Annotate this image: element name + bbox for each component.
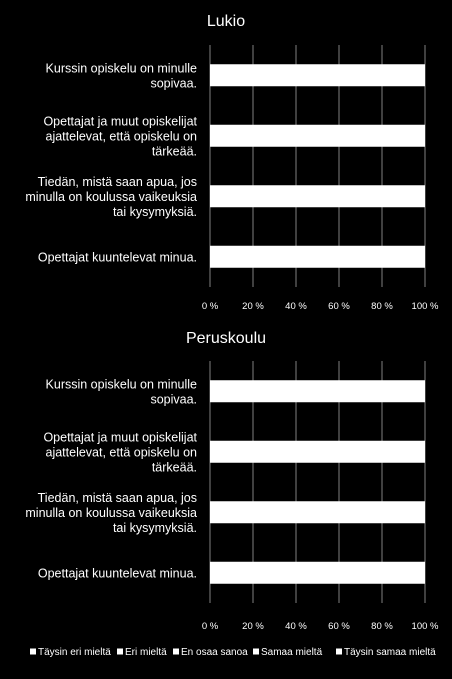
x-tick-label: 0 % <box>202 621 219 632</box>
x-tick-label: 80 % <box>371 301 393 312</box>
bar-segment <box>210 380 425 403</box>
category-label: minulla on koulussa vaikeuksia <box>25 506 197 520</box>
x-tick-label: 0 % <box>202 301 219 312</box>
legend-entry: Täysin eri mieltä <box>38 647 111 658</box>
x-tick-label: 40 % <box>285 621 307 632</box>
bar-segment <box>210 561 425 584</box>
bar-segment <box>210 185 425 208</box>
category-label: tärkeää. <box>152 144 197 158</box>
x-tick-label: 60 % <box>328 621 350 632</box>
category-label: Opettajat ja muut opiskelijat <box>43 430 197 444</box>
category-label: Tiedän, mistä saan apua, jos <box>38 491 197 505</box>
x-tick-label: 60 % <box>328 301 350 312</box>
x-tick-label: 100 % <box>412 301 439 312</box>
bar-segment <box>210 245 425 268</box>
category-label: Tiedän, mistä saan apua, jos <box>38 175 197 189</box>
category-label: Opettajat kuuntelevat minua. <box>38 566 197 580</box>
legend-entry: Täysin samaa mieltä <box>344 647 436 658</box>
category-label: Opettajat ja muut opiskelijat <box>43 114 197 128</box>
x-tick-label: 80 % <box>371 621 393 632</box>
category-label: Kurssin opiskelu on minulle <box>46 61 198 75</box>
category-label: Opettajat kuuntelevat minua. <box>38 250 197 264</box>
chart-title: Lukio <box>207 13 245 30</box>
bar-segment <box>210 501 425 524</box>
category-label: ajattelevat, että opiskelu on <box>46 445 198 459</box>
category-label: ajattelevat, että opiskelu on <box>46 129 198 143</box>
category-label: sopivaa. <box>150 392 197 406</box>
category-label: tai kysymyksiä. <box>113 521 197 535</box>
x-tick-label: 100 % <box>412 621 439 632</box>
legend-swatch <box>173 648 179 655</box>
legend-swatch <box>117 648 123 655</box>
bar-segment <box>210 64 425 87</box>
bar-segment <box>210 124 425 147</box>
category-label: tärkeää. <box>152 460 197 474</box>
bar-segment <box>210 440 425 463</box>
legend-swatch <box>253 648 259 655</box>
category-label: minulla on koulussa vaikeuksia <box>25 190 197 204</box>
chart-title: Peruskoulu <box>186 330 266 347</box>
x-tick-label: 20 % <box>242 301 264 312</box>
legend-swatch <box>336 648 342 655</box>
category-label: Kurssin opiskelu on minulle <box>46 377 198 391</box>
category-label: sopivaa. <box>150 76 197 90</box>
x-tick-label: 40 % <box>285 301 307 312</box>
legend-entry: Samaa mieltä <box>261 647 323 658</box>
legend-swatch <box>30 648 36 655</box>
legend-entry: En osaa sanoa <box>181 647 248 658</box>
legend-entry: Eri mieltä <box>125 647 167 658</box>
x-tick-label: 20 % <box>242 621 264 632</box>
category-label: tai kysymyksiä. <box>113 205 197 219</box>
